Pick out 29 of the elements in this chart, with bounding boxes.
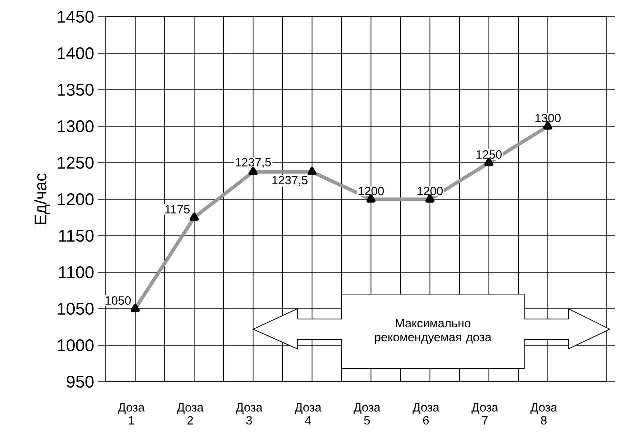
- y-tick-label: 1400: [58, 48, 94, 60]
- x-tick-label: Доза 6: [412, 404, 440, 425]
- data-label: 1200: [418, 187, 444, 196]
- y-tick-label: 1100: [59, 266, 94, 278]
- x-tick-label: Доза 1: [118, 404, 145, 425]
- data-label: 1237,5: [272, 176, 308, 186]
- y-tick-label: 1350: [58, 84, 94, 96]
- y-tick-label: 950: [67, 376, 94, 388]
- data-label: 1300: [536, 114, 561, 122]
- x-tick-label: Доза 2: [177, 404, 204, 425]
- y-tick-label: 1300: [58, 120, 94, 133]
- data-label: 1050: [106, 296, 132, 305]
- y-tick-label: 1200: [58, 194, 94, 206]
- data-label: 1200: [358, 187, 384, 196]
- annotation: Максимально рекомендуемая доза: [375, 319, 492, 344]
- y-tick-label: 1250: [58, 157, 94, 170]
- y-tick-label: 1450: [58, 11, 94, 24]
- x-tick-label: Доза 8: [530, 404, 558, 425]
- x-tick-label: Доза 3: [236, 404, 263, 425]
- y-tick-label: 1000: [58, 340, 94, 352]
- y-tick-label: 1050: [58, 303, 94, 315]
- x-tick-label: Доза 5: [354, 404, 381, 425]
- x-tick-label: Доза 7: [472, 404, 499, 425]
- y-tick-label: 1150: [59, 230, 94, 242]
- y-axis-title: Ед/час: [34, 174, 50, 224]
- x-tick-label: Доза 4: [294, 404, 322, 425]
- data-label: 1175: [166, 205, 190, 214]
- data-label: 1250: [476, 150, 502, 159]
- data-label: 1237,5: [236, 158, 272, 168]
